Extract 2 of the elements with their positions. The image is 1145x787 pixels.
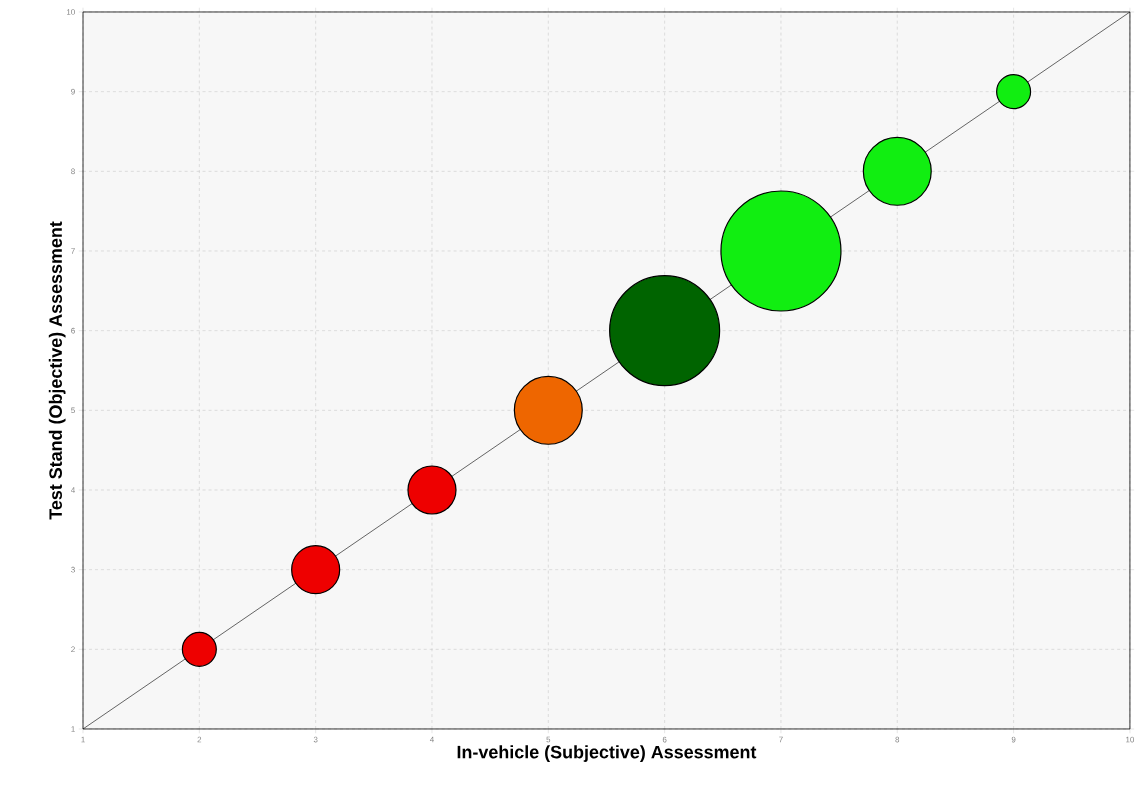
y-axis-title: Test Stand (Objective) Assessment [48, 221, 66, 520]
x-axis-title: In-vehicle (Subjective) Assessment [457, 745, 757, 762]
